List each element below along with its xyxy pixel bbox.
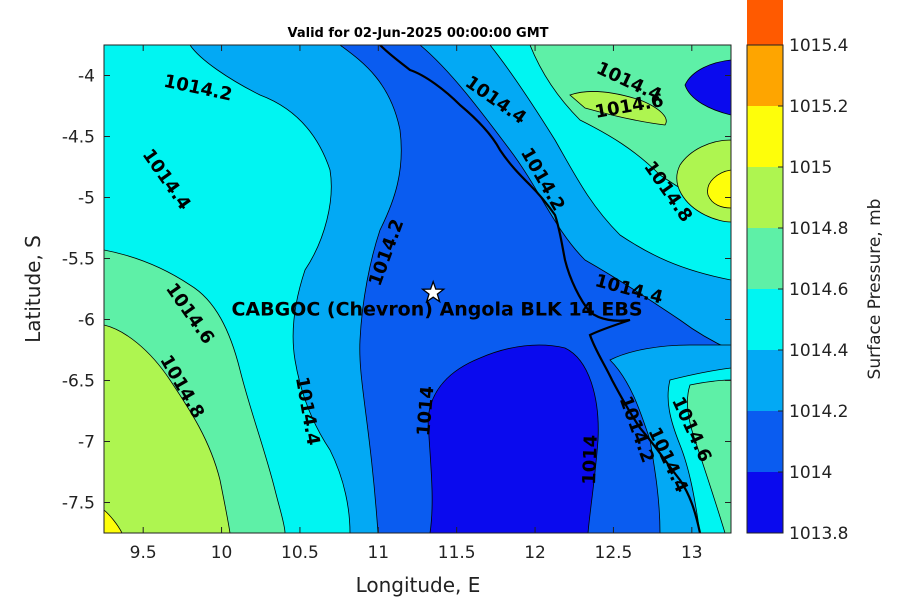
colorbar-swatch	[747, 228, 783, 289]
colorbar-swatch	[747, 350, 783, 411]
fill-1015-0-sw	[104, 509, 123, 533]
coastline	[379, 45, 702, 533]
colorbar: 1013.8 1014 1014.2 1014.4 1014.6 1014.8 1015 10…	[746, 0, 848, 544]
contour-field	[104, 45, 731, 533]
colorbar-swatch	[747, 106, 783, 167]
x-tick-label: 12	[524, 543, 546, 563]
x-tick-label: 10	[211, 543, 233, 563]
fill-1014-8	[104, 324, 231, 533]
colorbar-swatch	[747, 472, 783, 533]
x-tick-label: 10.5	[281, 543, 319, 563]
colorbar-swatch	[747, 289, 783, 350]
site-marker: CABGOC (Chevron) Angola BLK 14 EBS	[231, 279, 643, 321]
fill-1014-8-ne	[569, 91, 667, 126]
colorbar-swatch	[747, 411, 783, 472]
fill-1013-8-ne	[684, 59, 731, 116]
colorbar-swatch	[747, 45, 783, 106]
y-tick-label: -6	[78, 311, 95, 331]
y-tick-label: -5	[78, 189, 95, 209]
colorbar-tick-label: 1014.4	[789, 341, 848, 361]
y-tick-label: -6.5	[62, 372, 95, 392]
x-tick-label: 13	[681, 543, 703, 563]
y-tick-label: -5.5	[62, 250, 95, 270]
y-axis-label: Latitude, S	[21, 235, 45, 343]
plot-frame	[103, 44, 732, 534]
colorbar-tick-label: 1014.6	[789, 280, 848, 300]
colorbar-tick-label: 1015.4	[789, 36, 848, 56]
x-tick-label: 11.5	[438, 543, 476, 563]
chart-title: Valid for 02-Jun-2025 00:00:00 GMT	[288, 26, 549, 41]
colorbar-swatch	[747, 167, 783, 228]
colorbar-label: Surface Pressure, mb	[865, 199, 885, 380]
colorbar-tick-label: 1014.2	[789, 402, 848, 422]
colorbar-tick-label: 1015.2	[789, 97, 848, 117]
x-axis-ticks: 9.5 10 10.5 11 11.5 12 12.5 13	[130, 45, 703, 563]
y-tick-label: -7.5	[62, 494, 95, 514]
site-label: CABGOC (Chevron) Angola BLK 14 EBS	[231, 299, 642, 321]
fill-1014-6-se	[687, 379, 731, 533]
colorbar-swatch	[747, 0, 783, 45]
y-tick-label: -7	[78, 433, 95, 453]
contour-label: 1014	[579, 434, 602, 485]
colorbar-tick-label: 1013.8	[789, 524, 848, 544]
colorbar-tick-label: 1014	[789, 463, 832, 483]
x-tick-label: 9.5	[130, 543, 157, 563]
colorbar-tick-label: 1014.8	[789, 219, 848, 239]
y-axis-ticks: -4 -4.5 -5 -5.5 -6 -6.5 -7 -7.5	[62, 67, 731, 514]
star-icon	[420, 279, 446, 304]
colorbar-tick-label: 1015	[789, 158, 832, 178]
x-axis-label: Longitude, E	[356, 573, 481, 597]
x-tick-label: 11	[367, 543, 389, 563]
fill-1013-8	[427, 344, 599, 533]
y-tick-label: -4	[78, 67, 95, 87]
x-tick-label: 12.5	[595, 543, 633, 563]
fill-1015-0	[707, 169, 731, 209]
y-tick-label: -4.5	[62, 128, 95, 148]
contour-label: 1014	[413, 385, 438, 437]
